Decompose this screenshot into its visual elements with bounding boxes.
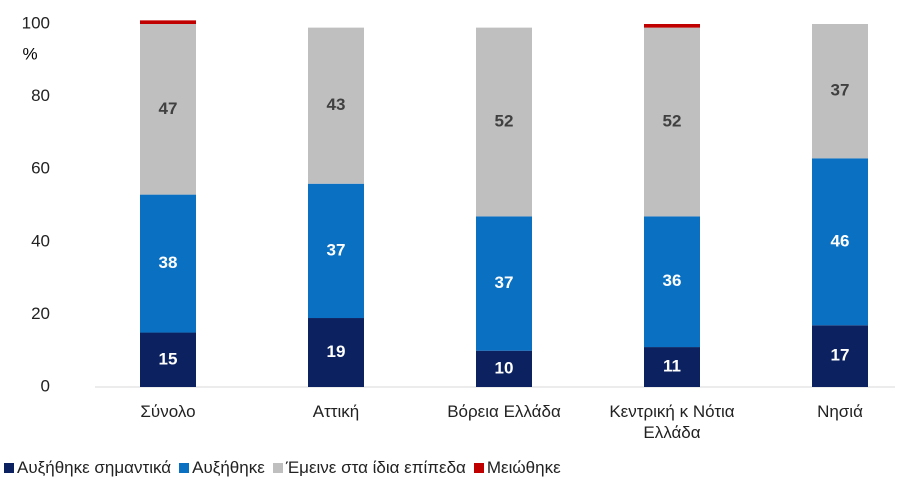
legend-label: Αυξήθηκε σημαντικά: [17, 458, 172, 477]
data-label: 37: [327, 240, 346, 259]
plot: % 0 20 40 60 80 100 15 38 47 19 37 43 10 37 52 11 36 52 17…: [22, 13, 895, 395]
legend-item: Αυξήθηκε σημαντικά: [4, 458, 171, 478]
x-tick-label: Βόρεια Ελλάδα: [447, 402, 561, 421]
data-label: 11: [663, 357, 681, 376]
x-tick-label: Κεντρική κ Νότια Ελλάδα: [609, 402, 735, 442]
bar-segment: [644, 216, 700, 348]
data-label: 43: [327, 95, 346, 114]
x-tick-label: Αττική: [312, 402, 360, 421]
data-label: 38: [159, 253, 178, 272]
bar-segment: [308, 183, 364, 319]
x-tick-label: Νησιά: [817, 402, 863, 421]
y-axis-label: %: [22, 44, 37, 63]
y-tick-label: 40: [31, 231, 50, 250]
bar-segment: [644, 347, 700, 387]
data-label: 52: [663, 111, 682, 130]
bar-segment: [644, 27, 700, 217]
data-label: 46: [831, 231, 850, 250]
bar-segment: [476, 350, 532, 387]
legend-swatch: [272, 463, 283, 473]
y-tick-label: 60: [31, 159, 50, 178]
data-label: 17: [831, 346, 850, 365]
legend-item: Μειώθηκε: [473, 458, 561, 478]
bar-segment: [140, 24, 196, 195]
y-tick-label: 20: [31, 304, 50, 323]
data-label: 10: [495, 358, 514, 377]
legend-label: Αυξήθηκε: [192, 458, 265, 477]
data-label: 19: [327, 342, 346, 361]
data-label: 37: [831, 81, 850, 100]
bar-segment: [812, 325, 868, 387]
legend-swatch: [473, 463, 484, 473]
bar-segment: [140, 20, 196, 24]
bar-segment: [308, 27, 364, 184]
bar-segment: [812, 24, 868, 159]
data-label: 52: [495, 111, 514, 130]
bar-segment: [308, 318, 364, 387]
bar-segment: [644, 24, 700, 28]
data-label: 15: [159, 349, 178, 368]
bar-segment: [476, 27, 532, 217]
bar-segment: [140, 194, 196, 333]
legend-swatch: [4, 463, 14, 473]
bar-segment: [476, 216, 532, 351]
legend: Αυξήθηκε σημαντικά Αυξήθηκε Έμεινε στα ίδι…: [4, 458, 561, 478]
legend-label: Έμεινε στα ίδια επίπεδα: [285, 458, 466, 477]
bar-segment: [812, 158, 868, 326]
y-tick-label: 100: [22, 13, 50, 32]
legend-swatch: [179, 463, 190, 473]
data-label: 36: [663, 271, 682, 290]
y-tick-label: 80: [31, 86, 50, 105]
legend-item: Έμεινε στα ίδια επίπεδα: [272, 458, 466, 478]
data-label: 47: [159, 99, 178, 118]
y-tick-label: 0: [41, 376, 50, 395]
x-tick-label: Σύνολο: [140, 402, 196, 421]
legend-item: Αυξήθηκε: [179, 458, 265, 478]
data-label: 37: [495, 273, 514, 292]
legend-label: Μειώθηκε: [486, 458, 561, 477]
bar-segment: [140, 332, 196, 387]
